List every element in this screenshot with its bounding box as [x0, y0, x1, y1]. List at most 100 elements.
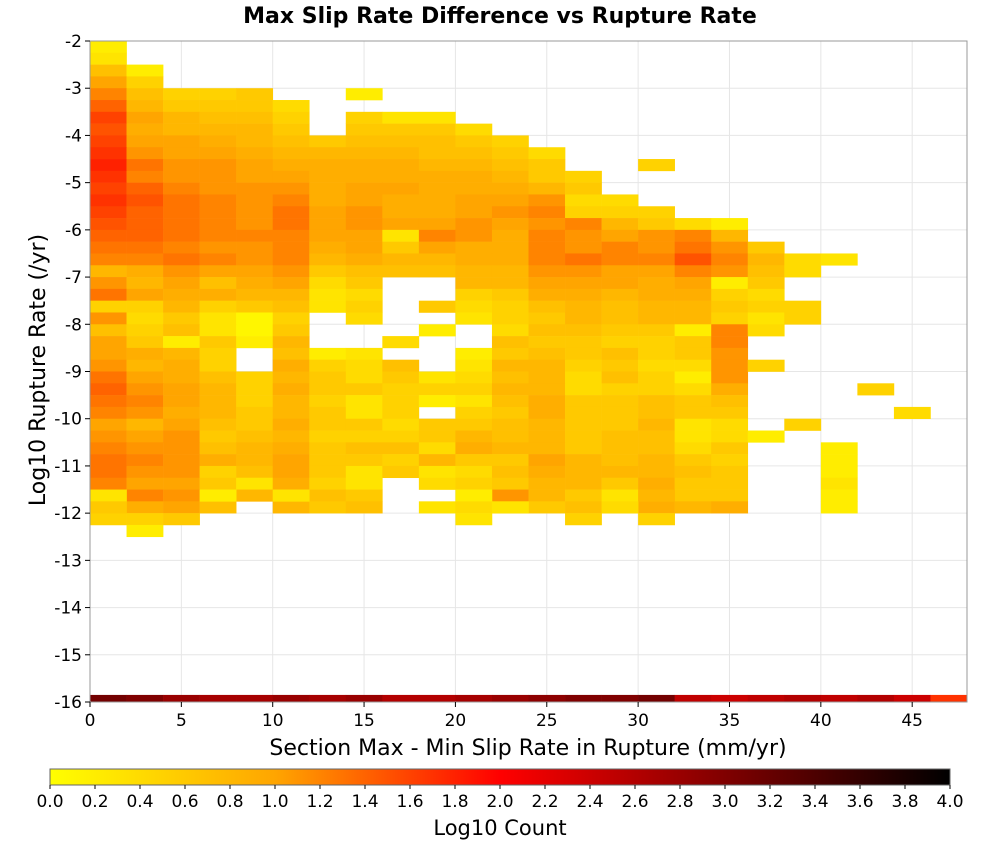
heatmap-cell — [747, 359, 785, 372]
heatmap-cell — [674, 371, 712, 384]
heatmap-cell — [528, 277, 566, 290]
heatmap-cell — [309, 218, 347, 231]
heatmap-cell — [90, 170, 127, 183]
heatmap-cell — [90, 418, 127, 431]
heatmap-cell — [455, 418, 493, 431]
heatmap-cell — [674, 501, 712, 514]
x-tick-label: 10 — [262, 711, 284, 731]
heatmap-cell — [345, 277, 383, 290]
heatmap-cell — [199, 324, 237, 337]
heatmap-cell — [309, 395, 347, 408]
heatmap-cell — [455, 406, 493, 420]
heatmap-cell — [711, 418, 749, 431]
heatmap-cell — [90, 41, 127, 54]
heatmap-cell — [345, 123, 383, 136]
colorbar-tick-label: 2.0 — [486, 792, 513, 812]
heatmap-cell — [272, 442, 310, 455]
heatmap-cell — [455, 159, 493, 172]
heatmap-cell — [747, 253, 785, 266]
heatmap-cell — [345, 170, 383, 183]
heatmap-cell — [309, 206, 347, 219]
heatmap-cell — [528, 265, 566, 278]
heatmap-cell — [126, 489, 164, 502]
heatmap-cell — [126, 135, 164, 148]
heatmap-cell — [638, 300, 675, 313]
heatmap-cell — [638, 265, 675, 278]
heatmap-cell — [163, 465, 200, 479]
heatmap-cell — [674, 324, 712, 337]
heatmap-cell — [382, 406, 420, 420]
heatmap-cell — [601, 253, 639, 266]
heatmap-cell — [199, 477, 237, 490]
heatmap-cell — [418, 465, 456, 479]
heatmap-cell — [199, 371, 237, 384]
heatmap-cell — [418, 182, 456, 195]
heatmap-cell — [345, 159, 383, 172]
heatmap-cell — [90, 406, 127, 420]
heatmap-cell — [345, 194, 383, 207]
heatmap-cell — [199, 88, 237, 101]
heatmap-cell — [528, 194, 566, 207]
colorbar-tick-label: 0.8 — [216, 792, 243, 812]
heatmap-cell — [126, 182, 164, 195]
heatmap-cell — [90, 194, 127, 207]
heatmap-cell — [272, 465, 310, 479]
heatmap-cell — [236, 218, 274, 231]
heatmap-cell — [565, 170, 602, 183]
heatmap-cell — [784, 253, 822, 266]
heatmap-cell — [674, 418, 712, 431]
heatmap-cell — [601, 465, 639, 479]
heatmap-cell — [455, 465, 493, 479]
heatmap-cell — [272, 406, 310, 420]
heatmap-cell — [126, 159, 164, 172]
heatmap-cell — [309, 477, 347, 490]
heatmap-cell — [90, 277, 127, 290]
heatmap-cell — [236, 454, 274, 467]
heatmap-cell — [382, 465, 420, 479]
heatmap-cell — [491, 371, 529, 384]
heatmap-cell — [820, 454, 858, 467]
heatmap-cell — [638, 418, 675, 431]
heatmap-cell — [565, 501, 602, 514]
heatmap-cell — [418, 265, 456, 278]
heatmap-cell — [455, 147, 493, 160]
heatmap-cell — [345, 147, 383, 160]
heatmap-cell — [528, 430, 566, 443]
heatmap-cell — [199, 218, 237, 231]
heatmap-cell — [199, 465, 237, 479]
heatmap-cell — [345, 88, 383, 101]
heatmap-cell — [491, 182, 529, 195]
colorbar-tick-label: 0.4 — [126, 792, 153, 812]
heatmap-cell — [491, 229, 529, 242]
heatmap-cell — [491, 135, 529, 148]
heatmap-cell — [382, 359, 420, 372]
heatmap-cell — [491, 418, 529, 431]
heatmap-cell — [674, 277, 712, 290]
x-tick-label: 0 — [85, 711, 96, 731]
heatmap-cell — [491, 265, 529, 278]
heatmap-cell — [126, 336, 164, 349]
colorbar-ticks: 0.0 0.2 0.4 0.6 0.8 1.0 1.2 1.4 1.6 1.8 2.0 2.2 2.4 2… — [36, 785, 964, 812]
heatmap-cell — [382, 111, 420, 124]
heatmap-cell — [345, 347, 383, 360]
heatmap-cell — [674, 218, 712, 231]
heatmap-cell — [674, 347, 712, 360]
colorbar-tick-label: 1.2 — [306, 792, 333, 812]
heatmap-cell — [345, 135, 383, 148]
heatmap-cell — [747, 694, 785, 703]
heatmap-cell — [199, 406, 237, 420]
y-tick-label: -9 — [65, 363, 82, 383]
heatmap-cell — [345, 359, 383, 372]
heatmap-cell — [491, 170, 529, 183]
heatmap-cell — [163, 159, 200, 172]
heatmap-cell — [345, 253, 383, 266]
heatmap-cell — [638, 206, 675, 219]
heatmap-cell — [236, 477, 274, 490]
heatmap-cell — [90, 76, 127, 89]
heatmap-cell — [418, 395, 456, 408]
heatmap-cell — [601, 265, 639, 278]
colorbar-tick-label: 2.6 — [621, 792, 648, 812]
heatmap-cell — [309, 135, 347, 148]
heatmap-cell — [199, 489, 237, 502]
heatmap-cell — [601, 347, 639, 360]
